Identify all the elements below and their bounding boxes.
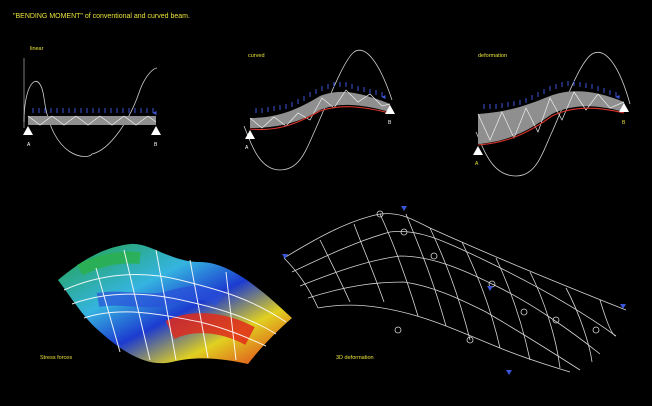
- stress-forces-label: Stress forces: [40, 355, 72, 361]
- panel-deformation: deformation A B: [473, 52, 631, 177]
- support-right-linear: [151, 126, 161, 135]
- panel-curved: curved A B: [243, 49, 395, 171]
- support-right-deformation: [619, 103, 629, 112]
- support-left-curved: [245, 130, 255, 139]
- support-left-deformation: [473, 146, 483, 155]
- support-label-a: A: [27, 142, 31, 148]
- support-label-b: B: [388, 120, 392, 126]
- support-label-a: A: [245, 145, 249, 151]
- load-arrows-deformation: [483, 81, 616, 109]
- deformation-label: 3D deformation: [336, 355, 374, 361]
- moment-curve-linear: [23, 67, 158, 157]
- support-label-b: B: [154, 142, 158, 148]
- deformation-mesh: 3D deformation: [282, 206, 627, 375]
- stress-forces-surface: Stress forces: [40, 243, 292, 364]
- moment-curve-deformation: [475, 52, 631, 177]
- support-right-curved: [385, 105, 395, 114]
- load-arrows-linear: [32, 108, 153, 113]
- support-label-a: A: [475, 161, 479, 167]
- support-left-linear: [23, 126, 33, 135]
- panel-linear: linear A B: [23, 46, 161, 157]
- panel-label-deformation: deformation: [478, 53, 507, 59]
- support-label-b: B: [622, 120, 626, 126]
- panel-label-curved: curved: [248, 53, 265, 59]
- beam-curved: [250, 91, 390, 128]
- beam-linear: [28, 116, 156, 125]
- load-arrows-curved: [255, 82, 382, 113]
- deflection-curved: [249, 106, 391, 131]
- deflection-deformation: [477, 107, 625, 146]
- panel-label-linear: linear: [30, 46, 44, 52]
- moment-curve-curved: [243, 49, 393, 171]
- diagram-title: "BENDING MOMENT" of conventional and cur…: [13, 13, 190, 20]
- beam-deformation: [478, 91, 624, 144]
